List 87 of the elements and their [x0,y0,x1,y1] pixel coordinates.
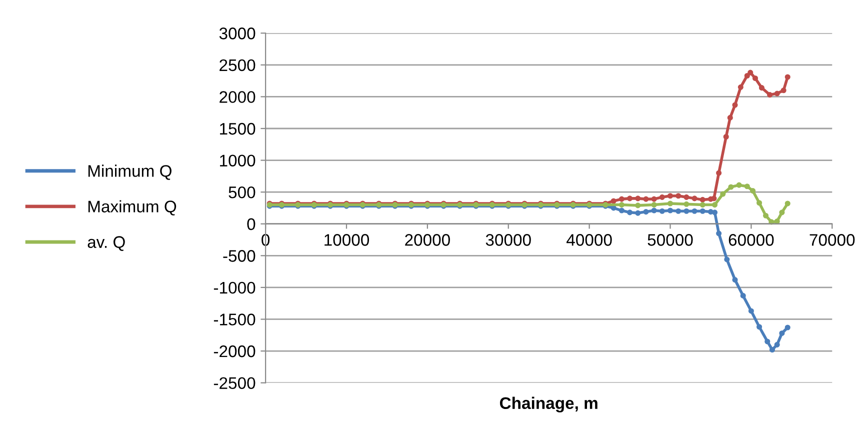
point [643,196,649,202]
y-tick-label: 0 [247,218,256,230]
point [756,200,762,206]
point [651,196,657,202]
point [692,196,698,202]
point [627,210,633,216]
point [758,85,764,91]
point [635,202,641,208]
x-tick-label: 50000 [648,234,693,246]
y-tick-label: 1500 [220,122,256,135]
y-tick-label: 3000 [219,28,256,40]
point [784,200,790,206]
y-tick-label: 1000 [220,154,256,166]
y-tick-label: 500 [228,186,256,198]
point [779,330,785,336]
point [720,191,726,197]
point [700,208,706,214]
y-tick-label: -1000 [214,282,256,294]
point [769,346,776,353]
point [774,90,780,96]
point [667,208,674,214]
point [716,170,722,176]
point [643,209,649,215]
point [764,338,770,344]
y-tick-label: -500 [223,250,256,262]
x-tick-label: 10000 [324,234,370,246]
point [784,324,790,330]
legend-label: av. Q [88,236,125,251]
point [627,196,633,202]
legend-label: Minimum Q [88,164,172,180]
x-tick-label: 70000 [810,234,855,246]
point [712,202,718,208]
point [684,201,690,207]
point [724,256,730,262]
point [667,193,674,199]
point [676,193,682,199]
y-tick-label: 2500 [220,59,256,72]
point [667,200,674,206]
point [744,72,750,79]
x-tick-label: 40000 [566,234,612,246]
point [651,202,657,208]
point [684,194,690,200]
point [610,198,616,204]
point [635,210,641,216]
x-tick-label: 30000 [486,234,531,246]
point [708,209,714,215]
point [784,74,790,80]
point [618,202,624,208]
x-axis-title: Chainage, m [500,396,598,412]
point [728,184,734,190]
point [738,84,744,90]
y-tick-label: -2000 [214,345,256,358]
point [659,208,665,214]
x-tick-label: 60000 [728,234,774,246]
point [635,196,641,202]
point [618,196,624,202]
point [740,292,746,298]
point [779,210,785,216]
legend-label: Maximum Q [88,200,176,216]
point [767,92,773,98]
y-tick-label: -2500 [214,377,256,390]
point [744,184,750,190]
point [752,75,758,82]
point [651,208,657,214]
point [762,212,769,218]
point [676,208,682,214]
point [692,208,698,214]
y-tick-label: 2000 [220,91,256,103]
point [750,188,756,194]
point [700,196,706,202]
point [618,208,624,214]
point [736,182,742,188]
point [732,102,738,108]
point [748,308,754,314]
point [684,208,690,214]
point [780,88,786,94]
x-tick-label: 20000 [405,234,450,246]
point [716,230,722,236]
point [700,202,706,208]
point [727,114,733,120]
point [732,277,738,283]
point [756,324,762,330]
point [659,194,665,200]
point [748,70,754,76]
point [774,342,780,348]
point [723,134,729,140]
y-tick-label: -1500 [214,314,256,326]
